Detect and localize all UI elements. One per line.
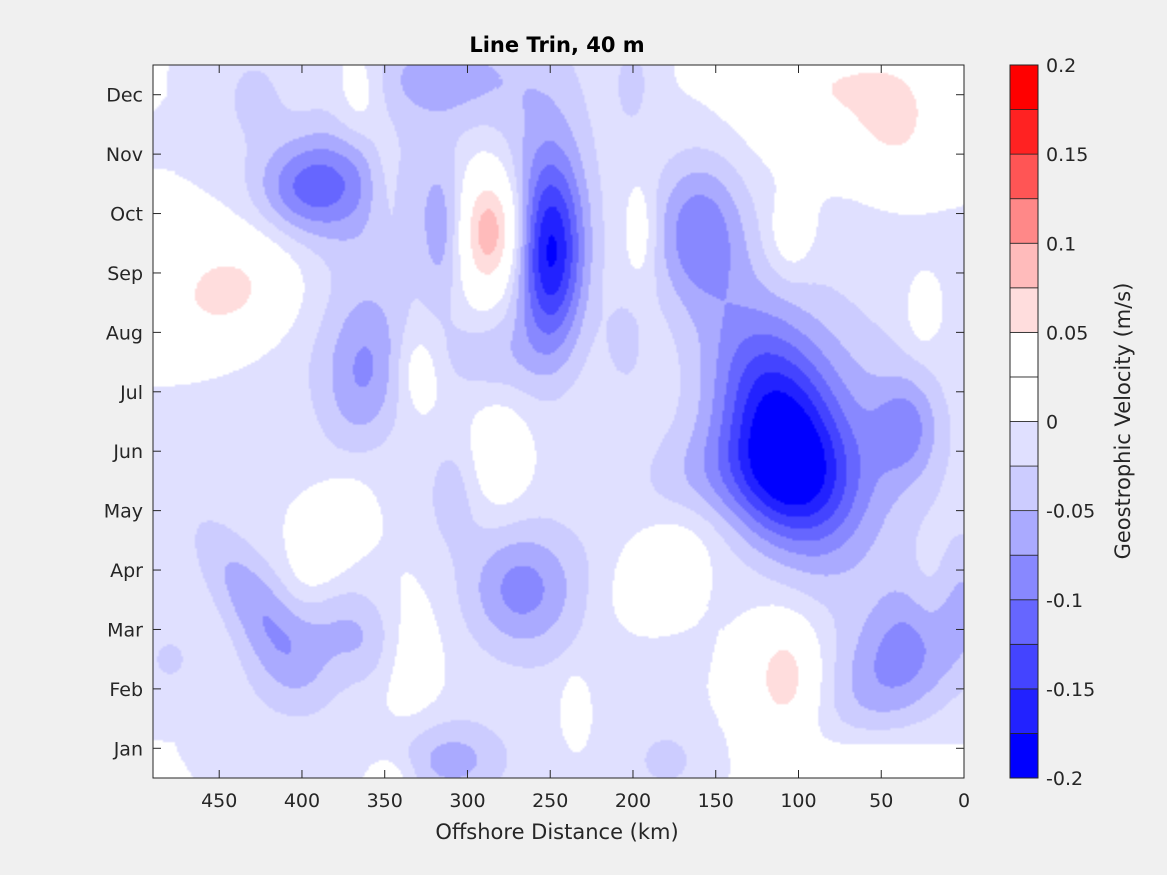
colorbar-swatch (1009, 376, 1039, 422)
chart-title: Line Trin, 40 m (469, 33, 644, 57)
x-axis-title: Offshore Distance (km) (435, 820, 678, 844)
y-tick-label: Jan (113, 738, 143, 760)
x-tick-label: 150 (698, 790, 734, 812)
colorbar-swatch (1009, 64, 1039, 110)
colorbar-swatch (1009, 242, 1039, 289)
y-tick-label: Nov (106, 144, 143, 166)
plot-frame (152, 64, 965, 779)
colorbar-swatch (1009, 109, 1039, 155)
x-axis: 450 400 350 300 250 200 150 100 50 0 (201, 65, 970, 812)
colorbar-swatch (1009, 554, 1039, 601)
colorbar-swatch (1009, 331, 1039, 378)
colorbar: -0.2 -0.15 -0.1 -0.05 0 0.05 0.1 0.15 0.2 (1009, 55, 1095, 790)
x-tick-label: 0 (958, 790, 970, 812)
colorbar-swatch (1009, 643, 1039, 690)
colorbar-tick-label: -0.15 (1046, 679, 1095, 701)
x-tick-label: 50 (869, 790, 893, 812)
y-tick-label: May (104, 501, 143, 523)
colorbar-swatch (1009, 153, 1039, 200)
colorbar-title: Geostrophic Velocity (m/s) (1111, 283, 1135, 560)
y-tick-label: Jun (112, 441, 143, 463)
colorbar-tick-label: 0.2 (1046, 55, 1076, 77)
colorbar-tick-label: 0.15 (1046, 144, 1088, 166)
x-tick-label: 400 (284, 790, 320, 812)
colorbar-tick-label: 0 (1046, 412, 1058, 434)
colorbar-swatch (1009, 287, 1039, 333)
colorbar-swatch (1009, 688, 1039, 734)
y-tick-label: Aug (106, 322, 143, 344)
colorbar-swatch (1009, 599, 1039, 645)
y-tick-label: Sep (107, 263, 143, 285)
y-tick-label: Oct (110, 204, 143, 226)
colorbar-swatch (1009, 421, 1039, 467)
colorbar-frame (1009, 64, 1039, 779)
y-axis: Jan Feb Mar Apr May Jun Jul Aug Sep Oct Nov Dec (104, 85, 964, 760)
plot-area (152, 64, 965, 779)
colorbar-tick-label: -0.05 (1046, 501, 1095, 523)
colorbar-tick-label: -0.2 (1046, 768, 1083, 790)
colorbar-swatch (1009, 465, 1039, 512)
x-tick-label: 300 (449, 790, 485, 812)
y-tick-label: Mar (107, 619, 143, 641)
colorbar-tick-label: 0.05 (1046, 322, 1088, 344)
colorbar-tick-label: 0.1 (1046, 233, 1076, 255)
colorbar-swatch (1009, 733, 1039, 779)
x-tick-label: 350 (367, 790, 403, 812)
y-tick-label: Feb (109, 679, 143, 701)
y-tick-label: Jul (119, 382, 143, 404)
x-tick-label: 100 (780, 790, 816, 812)
colorbar-swatch (1009, 198, 1039, 244)
x-tick-label: 250 (532, 790, 568, 812)
x-tick-label: 450 (201, 790, 237, 812)
contour-field (153, 65, 964, 778)
colorbar-tick-label: -0.1 (1046, 590, 1083, 612)
y-tick-label: Dec (106, 85, 143, 107)
x-tick-label: 200 (615, 790, 651, 812)
colorbar-swatch (1009, 510, 1039, 556)
y-tick-label: Apr (110, 560, 143, 582)
